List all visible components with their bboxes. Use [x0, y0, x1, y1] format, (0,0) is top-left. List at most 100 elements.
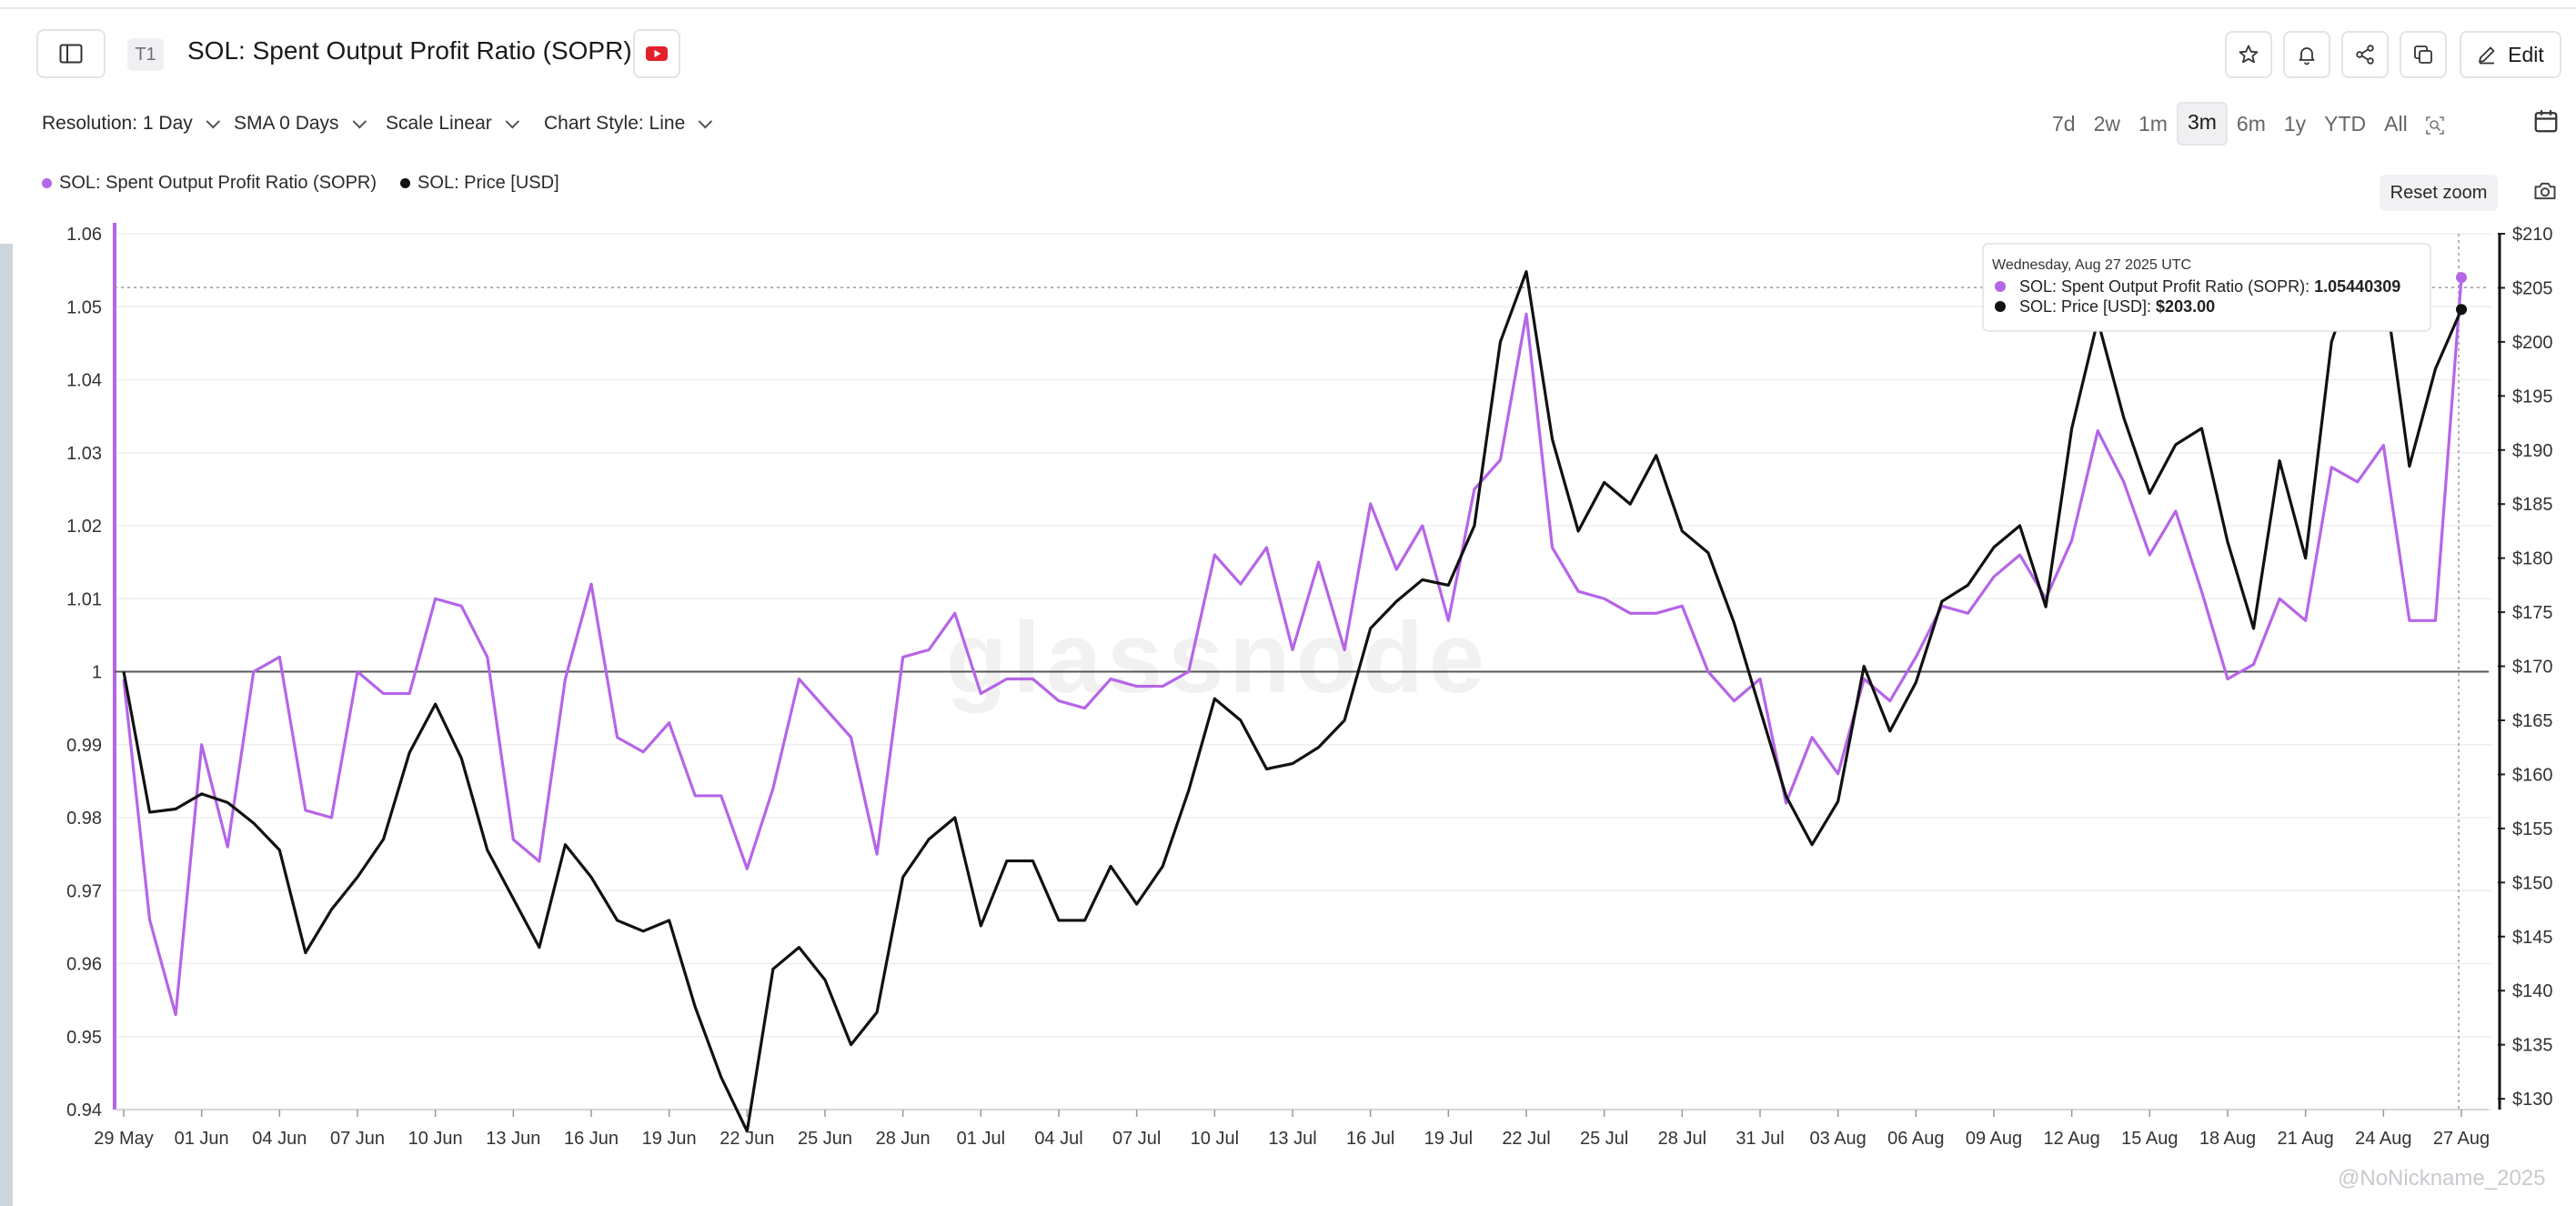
resolution-dropdown[interactable]: Resolution: 1 Day [42, 113, 216, 135]
tooltip-price-dot [1995, 301, 2006, 312]
sidebar-toggle-button[interactable] [36, 29, 106, 78]
y-right-tick-label: $200 [2512, 333, 2553, 353]
x-tick-label: 04 Jul [1034, 1129, 1082, 1149]
y-left-tick-label: 0.96 [66, 955, 102, 975]
range-1m[interactable]: 1m [2138, 112, 2168, 136]
x-tick-label: 25 Jul [1580, 1129, 1628, 1149]
sopr-hover-point [2456, 272, 2467, 284]
x-tick-label: 19 Jul [1424, 1129, 1473, 1149]
x-tick-label: 09 Aug [1966, 1129, 2022, 1149]
y-right-tick-label: $180 [2512, 549, 2553, 569]
time-range-selector: 7d 2w 1m 3m 6m 1y YTD All [2043, 102, 2453, 146]
y-left-tick-label: 0.95 [66, 1028, 102, 1048]
zoom-select-icon [2425, 116, 2444, 135]
x-tick-label: 27 Aug [2433, 1129, 2490, 1149]
scale-dropdown[interactable]: Scale Linear [386, 113, 515, 135]
y-left-tick-label: 0.97 [66, 881, 102, 901]
calendar-icon [2534, 110, 2558, 133]
top-divider [0, 0, 2576, 9]
price-legend-dot [400, 178, 411, 188]
share-icon [2356, 45, 2374, 65]
x-tick-label: 15 Aug [2121, 1129, 2178, 1149]
sidebar-toggle-icon [59, 44, 83, 64]
y-left-tick-label: 1.06 [66, 225, 102, 245]
x-tick-label: 18 Aug [2199, 1129, 2256, 1149]
chart-legend: SOL: Spent Output Profit Ratio (SOPR) SO… [42, 173, 559, 194]
alert-button[interactable] [2283, 31, 2330, 78]
legend-item-sopr[interactable]: SOL: Spent Output Profit Ratio (SOPR) [42, 173, 377, 194]
tooltip-sopr-row: SOL: Spent Output Profit Ratio (SOPR): 1… [2019, 277, 2400, 296]
tooltip-sopr-dot [1995, 281, 2006, 292]
x-tick-label: 10 Jun [408, 1129, 463, 1149]
youtube-icon [646, 46, 668, 61]
y-left-tick-label: 1.05 [66, 297, 102, 317]
y-left-tick-label: 1.01 [66, 589, 102, 609]
chart-style-label: Chart Style: Line [544, 113, 686, 134]
zoom-select-button[interactable] [2417, 104, 2453, 144]
x-tick-label: 13 Jul [1268, 1129, 1316, 1149]
copy-icon [2414, 45, 2432, 64]
y-right-tick-label: $135 [2512, 1036, 2553, 1056]
share-button[interactable] [2341, 31, 2389, 78]
y-right-tick-label: $155 [2512, 819, 2553, 839]
x-tick-label: 22 Jun [719, 1129, 774, 1149]
y-left-tick-label: 0.98 [66, 809, 102, 829]
video-button[interactable] [633, 29, 680, 78]
x-tick-label: 12 Aug [2044, 1129, 2100, 1149]
tooltip-sopr-value: 1.05440309 [2314, 277, 2400, 296]
price-series-line [122, 265, 2463, 1133]
y-left-tick-label: 0.94 [66, 1100, 102, 1121]
y-right-tick-label: $165 [2512, 711, 2553, 731]
x-tick-label: 07 Jun [330, 1129, 385, 1149]
range-ytd[interactable]: YTD [2324, 112, 2367, 136]
x-tick-label: 07 Jul [1112, 1129, 1161, 1149]
y-left-tick-label: 1.02 [66, 517, 102, 537]
x-tick-label: 16 Jun [564, 1129, 619, 1149]
range-7d[interactable]: 7d [2052, 112, 2076, 136]
x-tick-label: 22 Jul [1502, 1129, 1550, 1149]
y-right-tick-label: $170 [2512, 658, 2553, 678]
x-tick-label: 28 Jun [876, 1129, 931, 1149]
sopr-series-line [122, 277, 2463, 1017]
sma-label: SMA 0 Days [234, 113, 339, 134]
y-right-tick-label: $195 [2512, 387, 2553, 407]
y-right-tick-label: $140 [2512, 981, 2553, 1001]
legend-item-price[interactable]: SOL: Price [USD] [400, 173, 559, 194]
chart-style-dropdown[interactable]: Chart Style: Line [544, 113, 708, 135]
range-3m[interactable]: 3m [2176, 102, 2228, 146]
range-2w[interactable]: 2w [2093, 112, 2120, 136]
price-hover-point [2456, 304, 2467, 316]
x-tick-label: 16 Jul [1346, 1129, 1394, 1149]
duplicate-button[interactable] [2400, 31, 2447, 78]
y-left-tick-label: 1.03 [66, 444, 102, 464]
reset-zoom-button[interactable]: Reset zoom [2380, 175, 2498, 211]
range-6m[interactable]: 6m [2236, 112, 2266, 136]
x-tick-label: 06 Aug [1887, 1129, 1944, 1149]
camera-icon [2534, 182, 2556, 200]
range-all[interactable]: All [2384, 112, 2408, 136]
x-tick-label: 25 Jun [798, 1129, 852, 1149]
range-1y[interactable]: 1y [2283, 112, 2307, 136]
watermark-logo: glassnode [946, 602, 1491, 714]
y-right-tick-label: $150 [2512, 873, 2553, 893]
screenshot-button[interactable] [2532, 178, 2560, 206]
legend-label-sopr: SOL: Spent Output Profit Ratio (SOPR) [59, 173, 377, 193]
x-tick-label: 28 Jul [1658, 1129, 1706, 1149]
date-picker-button[interactable] [2532, 107, 2563, 138]
x-tick-label: 31 Jul [1736, 1129, 1784, 1149]
pencil-icon [2479, 46, 2495, 65]
favorite-button[interactable] [2225, 31, 2272, 78]
x-tick-label: 21 Aug [2278, 1129, 2334, 1149]
sma-dropdown[interactable]: SMA 0 Days [234, 113, 362, 135]
edit-button[interactable]: Edit [2460, 31, 2561, 78]
y-right-tick-label: $130 [2512, 1090, 2553, 1110]
x-tick-label: 10 Jul [1191, 1129, 1239, 1149]
x-tick-label: 13 Jun [486, 1129, 540, 1149]
sidebar-edge [0, 244, 13, 1206]
y-left-tick-label: 0.99 [66, 736, 102, 756]
tooltip-box [1982, 243, 2431, 332]
x-tick-label: 01 Jul [957, 1129, 1005, 1149]
x-tick-label: 01 Jun [175, 1129, 229, 1149]
scale-label: Scale Linear [386, 113, 492, 134]
